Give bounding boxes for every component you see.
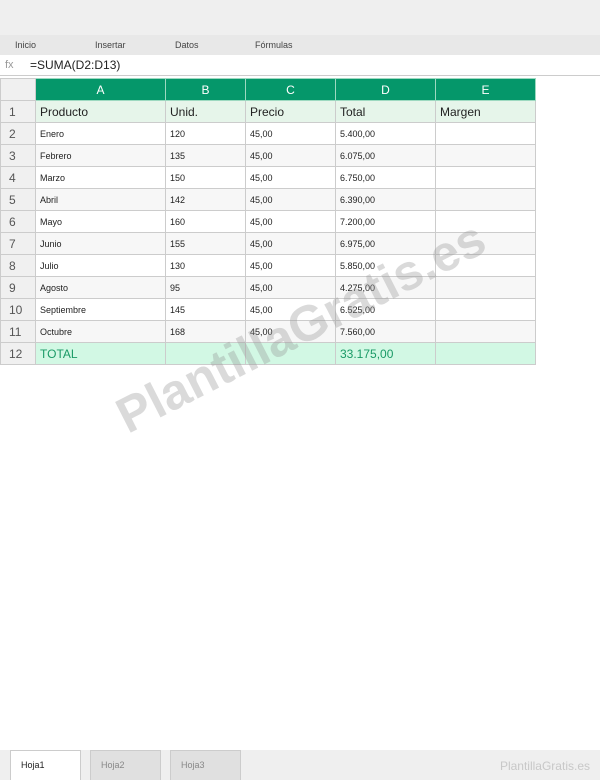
cell-e2[interactable] (435, 122, 536, 145)
table-row: 8 Julio 130 45,00 5.850,00 (0, 254, 536, 277)
cell-e12[interactable] (435, 342, 536, 365)
cell-a12[interactable]: TOTAL (35, 342, 166, 365)
row-header[interactable]: 5 (0, 188, 36, 211)
cell-a10[interactable]: Septiembre (35, 298, 166, 321)
cell-a7[interactable]: Junio (35, 232, 166, 255)
column-header-e[interactable]: E (435, 78, 536, 101)
sheet-tab-hoja1[interactable]: Hoja1 (10, 750, 81, 780)
cell-d7[interactable]: 6.975,00 (335, 232, 436, 255)
row-header[interactable]: 6 (0, 210, 36, 233)
formula-input[interactable]: =SUMA(D2:D13) (30, 58, 121, 72)
cell-e10[interactable] (435, 298, 536, 321)
cell-d2[interactable]: 5.400,00 (335, 122, 436, 145)
menu-formulas[interactable]: Fórmulas (255, 40, 293, 50)
select-all-corner[interactable] (0, 78, 36, 101)
cell-a3[interactable]: Febrero (35, 144, 166, 167)
column-header-d[interactable]: D (335, 78, 436, 101)
cell-c8[interactable]: 45,00 (245, 254, 336, 277)
cell-a2[interactable]: Enero (35, 122, 166, 145)
cell-b6[interactable]: 160 (165, 210, 246, 233)
cell-b5[interactable]: 142 (165, 188, 246, 211)
column-header-a[interactable]: A (35, 78, 166, 101)
sheet-tab-hoja3[interactable]: Hoja3 (170, 750, 241, 780)
cell-b3[interactable]: 135 (165, 144, 246, 167)
cell-b9[interactable]: 95 (165, 276, 246, 299)
cell-b1[interactable]: Unid. (165, 100, 246, 123)
cell-c9[interactable]: 45,00 (245, 276, 336, 299)
cell-a5[interactable]: Abril (35, 188, 166, 211)
cell-d12[interactable]: 33.175,00 (335, 342, 436, 365)
row-header[interactable]: 1 (0, 100, 36, 123)
table-row: 5 Abril 142 45,00 6.390,00 (0, 188, 536, 211)
cell-b2[interactable]: 120 (165, 122, 246, 145)
cell-d4[interactable]: 6.750,00 (335, 166, 436, 189)
cell-c5[interactable]: 45,00 (245, 188, 336, 211)
cell-d3[interactable]: 6.075,00 (335, 144, 436, 167)
cell-c4[interactable]: 45,00 (245, 166, 336, 189)
cell-b12[interactable] (165, 342, 246, 365)
title-bar (0, 0, 600, 35)
cell-a6[interactable]: Mayo (35, 210, 166, 233)
cell-c11[interactable]: 45,00 (245, 320, 336, 343)
ribbon-menu: Inicio Insertar Datos Fórmulas (0, 35, 600, 55)
cell-e1[interactable]: Margen (435, 100, 536, 123)
row-header[interactable]: 9 (0, 276, 36, 299)
cell-b4[interactable]: 150 (165, 166, 246, 189)
cell-c3[interactable]: 45,00 (245, 144, 336, 167)
row-header[interactable]: 7 (0, 232, 36, 255)
row-header[interactable]: 4 (0, 166, 36, 189)
cell-c6[interactable]: 45,00 (245, 210, 336, 233)
formula-bar: fx =SUMA(D2:D13) (0, 55, 600, 76)
menu-inicio[interactable]: Inicio (15, 40, 37, 50)
cell-e3[interactable] (435, 144, 536, 167)
table-row: 4 Marzo 150 45,00 6.750,00 (0, 166, 536, 189)
row-header[interactable]: 10 (0, 298, 36, 321)
cell-d11[interactable]: 7.560,00 (335, 320, 436, 343)
cell-e4[interactable] (435, 166, 536, 189)
row-header[interactable]: 8 (0, 254, 36, 277)
column-header-b[interactable]: B (165, 78, 246, 101)
cell-c1[interactable]: Precio (245, 100, 336, 123)
cell-a8[interactable]: Julio (35, 254, 166, 277)
row-header[interactable]: 12 (0, 342, 36, 365)
menu-insertar[interactable]: Insertar (95, 40, 126, 50)
row-header[interactable]: 2 (0, 122, 36, 145)
table-row: 1 Producto Unid. Precio Total Margen (0, 100, 536, 123)
table-row: 2 Enero 120 45,00 5.400,00 (0, 122, 536, 145)
table-row: 3 Febrero 135 45,00 6.075,00 (0, 144, 536, 167)
cell-c2[interactable]: 45,00 (245, 122, 336, 145)
table-row: 7 Junio 155 45,00 6.975,00 (0, 232, 536, 255)
cell-a1[interactable]: Producto (35, 100, 166, 123)
column-header-c[interactable]: C (245, 78, 336, 101)
cell-d5[interactable]: 6.390,00 (335, 188, 436, 211)
cell-b10[interactable]: 145 (165, 298, 246, 321)
menu-datos[interactable]: Datos (175, 40, 199, 50)
cell-d6[interactable]: 7.200,00 (335, 210, 436, 233)
cell-d9[interactable]: 4.275,00 (335, 276, 436, 299)
row-header[interactable]: 3 (0, 144, 36, 167)
cell-d1[interactable]: Total (335, 100, 436, 123)
spreadsheet-grid: A B C D E 1 Producto Unid. Precio Total Marge… (0, 78, 536, 365)
fx-icon: fx (5, 59, 14, 71)
sheet-tabs: Hoja1 Hoja2 Hoja3 PlantillaGratis.es (0, 750, 600, 780)
cell-c7[interactable]: 45,00 (245, 232, 336, 255)
brand-label: PlantillaGratis.es (499, 759, 590, 773)
cell-b7[interactable]: 155 (165, 232, 246, 255)
cell-b8[interactable]: 130 (165, 254, 246, 277)
cell-a11[interactable]: Octubre (35, 320, 166, 343)
cell-a4[interactable]: Marzo (35, 166, 166, 189)
cell-c12[interactable] (245, 342, 336, 365)
table-row: 12 TOTAL 33.175,00 (0, 342, 536, 365)
row-header[interactable]: 11 (0, 320, 36, 343)
cell-e7[interactable] (435, 232, 536, 255)
cell-e5[interactable] (435, 188, 536, 211)
cell-e11[interactable] (435, 320, 536, 343)
cell-a9[interactable]: Agosto (35, 276, 166, 299)
sheet-tab-hoja2[interactable]: Hoja2 (90, 750, 161, 780)
table-row: 11 Octubre 168 45,00 7.560,00 (0, 320, 536, 343)
